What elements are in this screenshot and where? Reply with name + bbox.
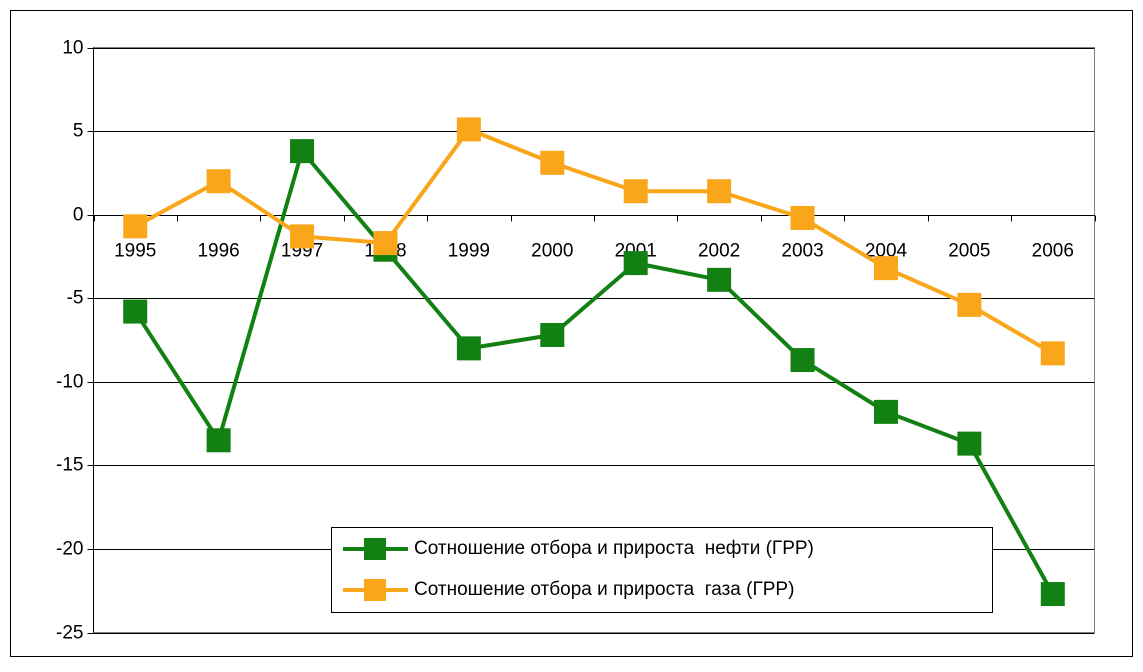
point-marker	[623, 251, 648, 276]
legend: Сотношение отбора и прироста нефти (ГРР)…	[331, 527, 993, 613]
x-tick-label: 2003	[781, 241, 823, 262]
x-tick-label: 2006	[1032, 241, 1074, 262]
point-marker	[123, 299, 148, 324]
y-tick-label: 5	[73, 121, 84, 142]
legend-label: Сотношение отбора и прироста газа (ГРР)	[414, 579, 794, 600]
series-line	[134, 127, 1054, 356]
point-marker	[1040, 341, 1065, 366]
point-marker	[873, 399, 898, 424]
x-tick-label: 1995	[114, 241, 156, 262]
series-line	[133, 149, 1055, 596]
y-tick-label: -5	[67, 288, 84, 309]
y-tick-label: 0	[73, 205, 84, 226]
point-marker	[456, 336, 481, 361]
point-marker	[707, 179, 732, 204]
legend-label: Сотношение отбора и прироста нефти (ГРР)	[414, 538, 814, 559]
point-marker	[206, 428, 231, 453]
point-marker	[290, 139, 315, 164]
point-marker	[957, 431, 982, 456]
point-marker	[373, 231, 398, 256]
x-tick-label: 1996	[197, 241, 239, 262]
x-tick-label: 2002	[698, 241, 740, 262]
y-tick-label: 10	[62, 38, 83, 59]
y-tick-label: -25	[56, 623, 83, 644]
y-tick-label: -20	[56, 539, 83, 560]
point-marker	[540, 150, 565, 175]
point-marker	[873, 256, 898, 281]
x-tick-label: 2005	[948, 241, 990, 262]
point-marker	[290, 224, 315, 249]
point-marker	[790, 348, 815, 373]
point-marker	[540, 322, 565, 347]
point-marker	[957, 292, 982, 317]
x-tick-label: 2000	[531, 241, 573, 262]
x-tick-label: 1999	[448, 241, 490, 262]
point-marker	[123, 214, 148, 239]
point-marker	[1040, 582, 1065, 607]
point-marker	[623, 179, 648, 204]
point-marker	[456, 117, 481, 142]
point-marker	[206, 169, 231, 194]
point-marker	[707, 267, 732, 292]
legend-box	[331, 527, 993, 613]
point-marker	[790, 205, 815, 230]
legend-marker	[364, 579, 386, 601]
y-tick-label: -10	[56, 372, 83, 393]
y-tick-label: -15	[56, 455, 83, 476]
legend-marker	[364, 538, 386, 560]
